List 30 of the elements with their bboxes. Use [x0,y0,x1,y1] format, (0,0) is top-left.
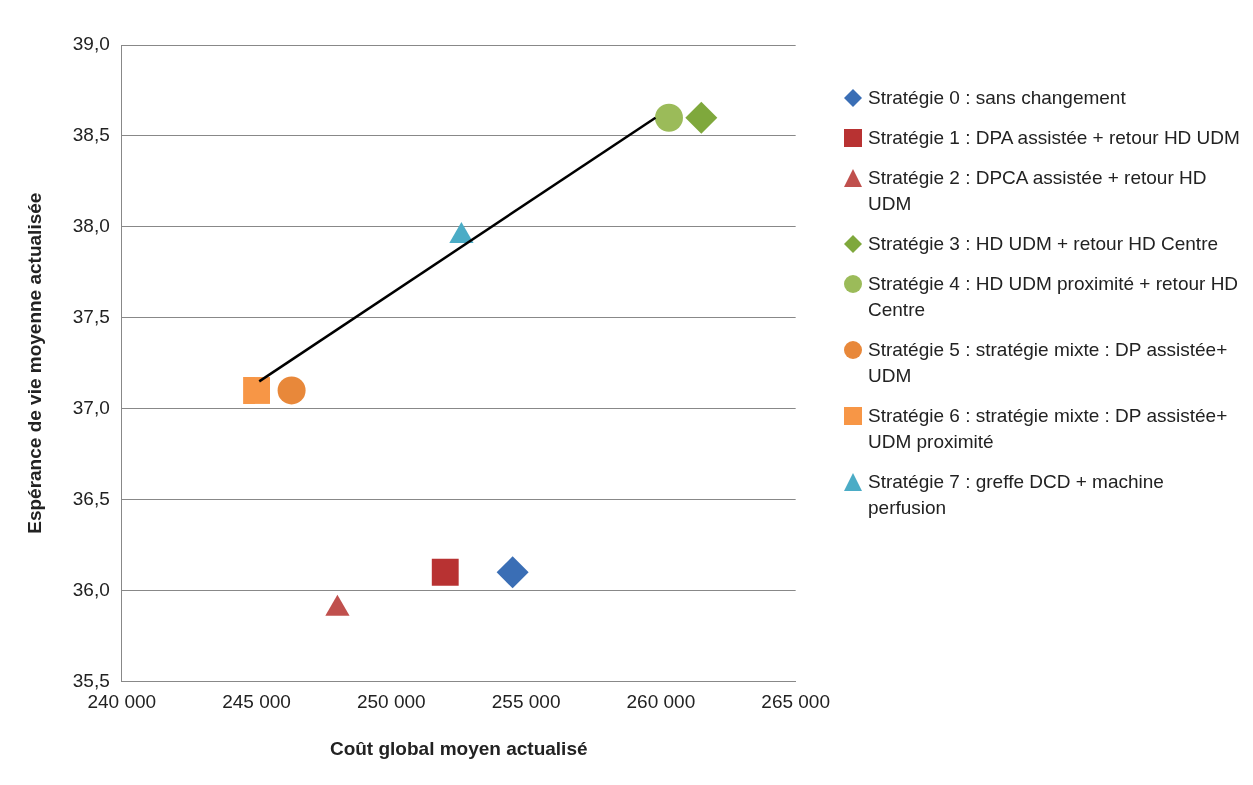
point [654,103,683,132]
y-tick-label: 36,0 [72,578,110,600]
y-tick-label: 38,5 [72,124,110,146]
x-tick-label: 265 000 [761,691,830,713]
x-tick-label: 255 000 [491,691,561,713]
y-tick-label: 39,0 [72,33,110,55]
x-tick-label: 250 000 [356,691,426,713]
x-tick-label: 245 000 [222,691,291,713]
y-tick-label: 35,5 [72,669,110,691]
legend-label: Stratégie 3 : HD UDM + retour HD Centre [868,232,1219,256]
y-tick-label: 37,0 [72,396,110,418]
legend-label: Stratégie 5 : stratégie mixte : DP assistée+ UDM [868,338,1229,388]
point [431,558,459,586]
y-tick-label: 37,5 [72,305,110,327]
legend-label: Stratégie 6 : stratégie mixte : DP assistée+ UDM proximité [868,404,1229,454]
y-tick-label: 38,0 [72,215,110,237]
point [243,377,270,404]
y-axis-title: Espérance de vie moyenne actualisée [23,192,45,534]
legend-label: Stratégie 0 : sans changement [868,86,1126,110]
point [277,376,306,405]
legend-label: Stratégie 4 : HD UDM proximité + retour HD Centre [868,272,1240,322]
x-axis-title: Coût global moyen actualisé [329,737,588,759]
point [496,556,529,589]
y-tick-label: 36,5 [72,487,110,509]
legend-label: Stratégie 2 : DPCA assistée + retour HD UDM [868,166,1208,216]
legend-label: Stratégie 7 : greffe DCD + machine perfusion [868,470,1165,520]
point [685,101,718,134]
legend-label: Stratégie 1 : DPA assistée + retour HD UDM [868,126,1240,150]
x-tick-label: 260 000 [626,691,696,713]
x-tick-label: 240 000 [87,691,157,713]
